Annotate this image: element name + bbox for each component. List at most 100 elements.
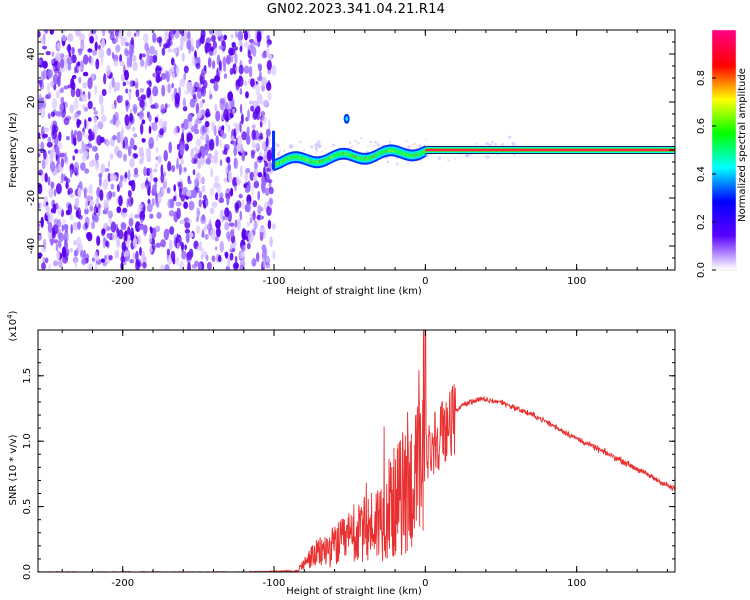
heatmap-noise-cell [126,80,129,85]
heatmap-noise-cell [219,139,223,148]
heatmap-noise-cell [108,81,112,94]
colorbar-segment [712,204,736,207]
heatmap-noise-cell [225,231,231,240]
snr-y-scale-label: (x104) [6,310,19,341]
heatmap-noise-cell [223,65,227,72]
heatmap-noise-cell [253,180,259,189]
heatmap-noise-cell [169,226,175,235]
heatmap-noise-cell [173,195,177,202]
heatmap-noise-cell [88,55,92,64]
heatmap-noise-cell [252,46,257,57]
colorbar-segment [712,134,736,137]
snr-y-tick-label: 1.5 [22,368,33,384]
heatmap-noise-cell [42,100,46,109]
heatmap-faint-cell [425,138,427,141]
heatmap-noise-cell [245,134,251,145]
heatmap-noise-cell [84,222,88,229]
heatmap-noise-cell [55,202,59,210]
heatmap-faint-cell [488,143,492,147]
heatmap-noise-cell [205,254,209,262]
heatmap-noise-cell [73,240,77,246]
heatmap-noise-cell [88,263,94,270]
colorbar-segment [712,104,736,107]
heatmap-faint-cell [354,139,357,142]
heatmap-noise-cell [103,237,107,243]
heatmap-faint-cell [369,140,373,144]
heatmap-noise-cell [122,81,127,87]
heatmap-noise-cell [98,44,101,50]
heatmap-noise-cell [217,124,222,131]
colorbar-segment [712,254,736,257]
heatmap-noise-cell [180,241,184,251]
heatmap-noise-cell [187,113,193,123]
colorbar-segment [712,68,736,71]
heatmap-cells [38,30,675,270]
heatmap-noise-cell [203,194,207,200]
heatmap-faint-cell [485,142,489,146]
heatmap-noise-cell [63,117,70,126]
heatmap-noise-cell [206,223,213,231]
heatmap-noise-cell [146,47,150,57]
heatmap-noise-cell [88,184,93,195]
heatmap-noise-cell [124,114,130,126]
heatmap-noise-cell [200,34,205,45]
heatmap-noise-cell [181,132,185,143]
heatmap-noise-cell [247,49,251,59]
heatmap-faint-cell [372,145,375,148]
colorbar-segment [712,112,736,115]
colorbar-segment [712,184,736,187]
heatmap-noise-cell [224,147,228,156]
heatmap-noise-cell [105,240,109,248]
heatmap-noise-cell [195,138,202,147]
heatmap-noise-cell [227,124,231,132]
heatmap-noise-cell [139,210,146,222]
colorbar-segment [712,200,736,203]
colorbar-segment [712,76,736,79]
heatmap-noise-cell [72,222,78,227]
heatmap-noise-cell [219,240,224,253]
colorbar-segment [712,92,736,95]
heatmap-noise-cell [160,187,165,196]
heatmap-noise-cell [74,197,80,208]
colorbar-segment [712,260,736,263]
heatmap-noise-cell [51,59,55,64]
heatmap-faint-cell [276,143,280,148]
heatmap-faint-cell [303,149,306,152]
colorbar-segment [712,158,736,161]
heatmap-noise-cell [247,109,250,121]
heatmap-noise-cell [53,260,59,267]
heatmap-noise-cell [214,175,220,184]
heatmap-noise-cell [222,215,226,221]
heatmap-noise-cell [55,52,62,62]
snr-y-scale-close: ) [8,310,19,314]
heatmap-noise-cell [232,63,237,75]
heatmap-noise-cell [144,59,148,70]
heatmap-noise-cell [168,210,175,217]
heatmap-noise-cell [74,130,78,136]
heatmap-noise-cell [235,85,239,92]
heatmap-noise-cell [156,212,162,219]
heatmap-noise-cell [232,262,239,270]
heatmap-noise-cell [178,181,183,193]
heatmap-noise-cell [106,47,112,56]
heatmap-noise-cell [241,131,248,141]
heatmap-noise-cell [186,134,190,143]
heatmap-noise-cell [82,131,86,137]
colorbar-segment [712,190,736,193]
heatmap-noise-cell [139,88,145,93]
heatmap-noise-cell [149,213,154,219]
heatmap-noise-cell [67,33,74,42]
heatmap-noise-cell [209,46,214,52]
heatmap-noise-cell [268,119,271,131]
heatmap-noise-cell [215,30,222,37]
heatmap-faint-cell [376,143,381,147]
heatmap-noise-cell [95,58,100,70]
heatmap-noise-cell [74,66,77,74]
heatmap-faint-cell [466,154,470,158]
heatmap-noise-cell [174,92,180,105]
heatmap-noise-cell [115,81,121,92]
colorbar-segment [712,120,736,123]
heatmap-noise-cell [171,82,175,89]
heatmap-noise-cell [263,172,267,177]
heatmap-noise-cell [100,258,105,263]
